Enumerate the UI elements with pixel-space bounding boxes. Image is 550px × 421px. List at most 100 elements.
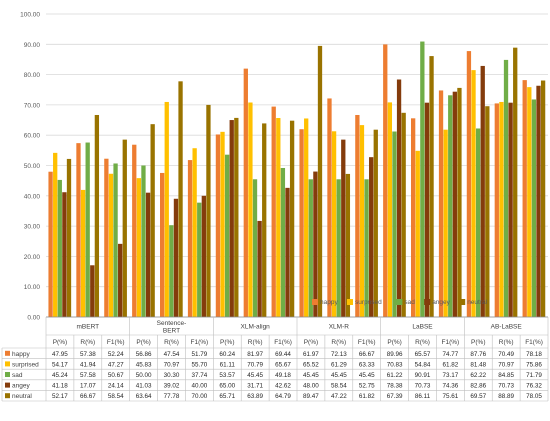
bar-happy: [76, 143, 81, 317]
table-value: 65.52: [303, 361, 319, 368]
table-value: 89.47: [303, 393, 319, 400]
bar-sad: [392, 131, 397, 317]
bar-angey: [424, 102, 430, 317]
group-label: BERT: [163, 328, 180, 335]
bar-surprised: [108, 173, 114, 317]
bar-neutral: [262, 123, 267, 317]
bar-happy: [466, 51, 472, 318]
table-value: 81.48: [470, 361, 486, 368]
table-value: 54.84: [415, 361, 431, 368]
legend-swatch-sad: [396, 299, 403, 305]
bar-happy: [355, 114, 360, 317]
table-value: 39.02: [164, 383, 180, 390]
metric-label: P(%): [136, 339, 150, 346]
table-value: 45.83: [136, 361, 152, 368]
table-value: 41.94: [80, 361, 96, 368]
bar-happy: [299, 129, 304, 317]
metric-label: R(%): [415, 339, 430, 346]
legend-label-surprised: surprised: [355, 299, 382, 306]
table-value: 61.29: [331, 361, 347, 368]
legend-swatch-surprised: [347, 299, 353, 305]
table-value: 63.33: [359, 361, 375, 368]
y-tick-label: 20.00: [24, 254, 41, 261]
table-value: 60.24: [219, 351, 235, 358]
table-value: 78.05: [526, 393, 542, 400]
table-value: 31.71: [247, 383, 263, 390]
table-value: 70.79: [247, 361, 263, 368]
bar-sad: [224, 154, 230, 317]
bar-angey: [341, 139, 346, 317]
bar-happy: [48, 171, 53, 317]
table-series-label: surprised: [12, 361, 39, 368]
bar-sad: [252, 179, 258, 317]
bar-neutral: [317, 45, 323, 318]
table-value: 50.00: [136, 372, 152, 379]
bar-happy: [383, 44, 388, 317]
metric-label: R(%): [331, 339, 346, 346]
metric-label: R(%): [164, 339, 179, 346]
bar-sad: [85, 142, 90, 317]
table-value: 89.96: [387, 351, 403, 358]
data-table: mBERT Sentence-BERT XLM-align XLM-R LaBSE AB-…: [1, 316, 549, 402]
bar-surprised: [415, 150, 420, 317]
table-value: 66.67: [80, 393, 96, 400]
table-value: 62.22: [470, 372, 486, 379]
bar-neutral: [401, 112, 406, 318]
table-value: 47.22: [331, 393, 347, 400]
table-value: 70.97: [164, 361, 180, 368]
group-label: Sentence-: [157, 320, 187, 327]
metric-label: P(%): [53, 339, 67, 346]
metric-label: R(%): [80, 339, 95, 346]
bar-angey: [90, 265, 95, 317]
y-axis-tick-labels: 0.00 10.00 20.00 30.00 40.00 50.00 60.00 70.00 8…: [20, 12, 40, 322]
legend: happy surprised sad angey neutral: [312, 299, 488, 306]
bar-sad: [531, 99, 537, 317]
bar-angey: [369, 157, 374, 317]
table-value: 70.49: [498, 351, 514, 358]
bar-happy: [104, 158, 109, 317]
bar-angey: [313, 171, 318, 317]
bar-sad: [308, 179, 313, 317]
metric-label: F1(%): [358, 339, 376, 346]
table-value: 71.79: [526, 372, 542, 379]
group-label: AB-LaBSE: [491, 324, 523, 331]
y-tick-label: 10.00: [24, 284, 41, 291]
table-value: 41.18: [52, 383, 68, 390]
table-value: 42.62: [275, 383, 291, 390]
bar-neutral: [373, 129, 378, 317]
bar-angey: [145, 192, 151, 317]
table-value: 82.86: [470, 383, 486, 390]
bar-angey: [229, 120, 234, 317]
table-value: 61.22: [387, 372, 403, 379]
group-label: XLM-align: [241, 324, 271, 331]
table-value: 30.30: [164, 372, 180, 379]
table-value: 56.86: [136, 351, 152, 358]
table-value: 57.58: [80, 372, 96, 379]
table-value: 77.78: [164, 393, 180, 400]
bar-neutral: [150, 124, 155, 317]
metric-label: F1(%): [442, 339, 460, 346]
table-value: 74.77: [443, 351, 459, 358]
bar-angey: [536, 85, 541, 317]
bar-neutral: [429, 56, 434, 317]
bar-surprised: [499, 101, 504, 317]
table-value: 75.86: [526, 361, 542, 368]
table-value: 75.61: [443, 393, 459, 400]
table-value: 45.45: [247, 372, 263, 379]
table-value: 37.74: [192, 372, 208, 379]
bar-happy: [522, 80, 527, 318]
y-tick-label: 60.00: [24, 133, 41, 140]
table-series-label: happy: [12, 351, 30, 358]
legend-label-sad: sad: [404, 299, 415, 306]
table-value: 17.07: [80, 383, 96, 390]
bar-angey: [173, 198, 179, 317]
bar-happy: [271, 106, 276, 317]
table-value: 87.76: [470, 351, 486, 358]
table-value: 47.54: [164, 351, 180, 358]
table-value: 58.54: [331, 383, 347, 390]
bar-angey: [201, 195, 206, 317]
bar-happy: [494, 103, 499, 317]
bar-neutral: [122, 139, 127, 317]
bar-neutral: [289, 120, 295, 317]
